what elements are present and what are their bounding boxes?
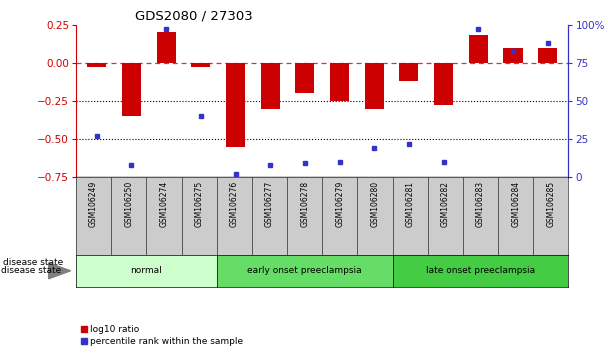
- Text: GSM106279: GSM106279: [336, 181, 344, 227]
- Bar: [295, 63, 314, 93]
- Polygon shape: [49, 263, 71, 279]
- Text: GSM106250: GSM106250: [124, 181, 133, 227]
- Text: GSM106274: GSM106274: [159, 181, 168, 227]
- Bar: [434, 63, 453, 105]
- Bar: [399, 63, 418, 81]
- Text: GSM106285: GSM106285: [547, 181, 555, 227]
- Text: GSM106278: GSM106278: [300, 181, 309, 227]
- Text: GSM106281: GSM106281: [406, 181, 415, 227]
- Bar: [330, 63, 349, 101]
- Text: GSM106283: GSM106283: [476, 181, 485, 227]
- Bar: [261, 63, 280, 108]
- Bar: [157, 32, 176, 63]
- Bar: [192, 63, 210, 67]
- Text: GSM106277: GSM106277: [265, 181, 274, 227]
- Text: GSM106280: GSM106280: [370, 181, 379, 227]
- Bar: [469, 35, 488, 63]
- Text: late onset preeclampsia: late onset preeclampsia: [426, 266, 535, 275]
- Text: GSM106284: GSM106284: [511, 181, 520, 227]
- Text: GSM106282: GSM106282: [441, 181, 450, 227]
- Bar: [365, 63, 384, 108]
- Text: GDS2080 / 27303: GDS2080 / 27303: [135, 9, 253, 22]
- Text: GSM106249: GSM106249: [89, 181, 98, 227]
- Text: normal: normal: [131, 266, 162, 275]
- Text: GSM106275: GSM106275: [195, 181, 204, 227]
- Bar: [503, 47, 522, 63]
- Bar: [538, 47, 557, 63]
- Legend: log10 ratio, percentile rank within the sample: log10 ratio, percentile rank within the …: [80, 325, 244, 346]
- Text: early onset preeclampsia: early onset preeclampsia: [247, 266, 362, 275]
- Text: disease state: disease state: [3, 258, 63, 267]
- Bar: [88, 63, 106, 67]
- Text: GSM106276: GSM106276: [230, 181, 239, 227]
- Bar: [226, 63, 245, 147]
- Bar: [122, 63, 141, 116]
- Text: disease state: disease state: [1, 266, 61, 275]
